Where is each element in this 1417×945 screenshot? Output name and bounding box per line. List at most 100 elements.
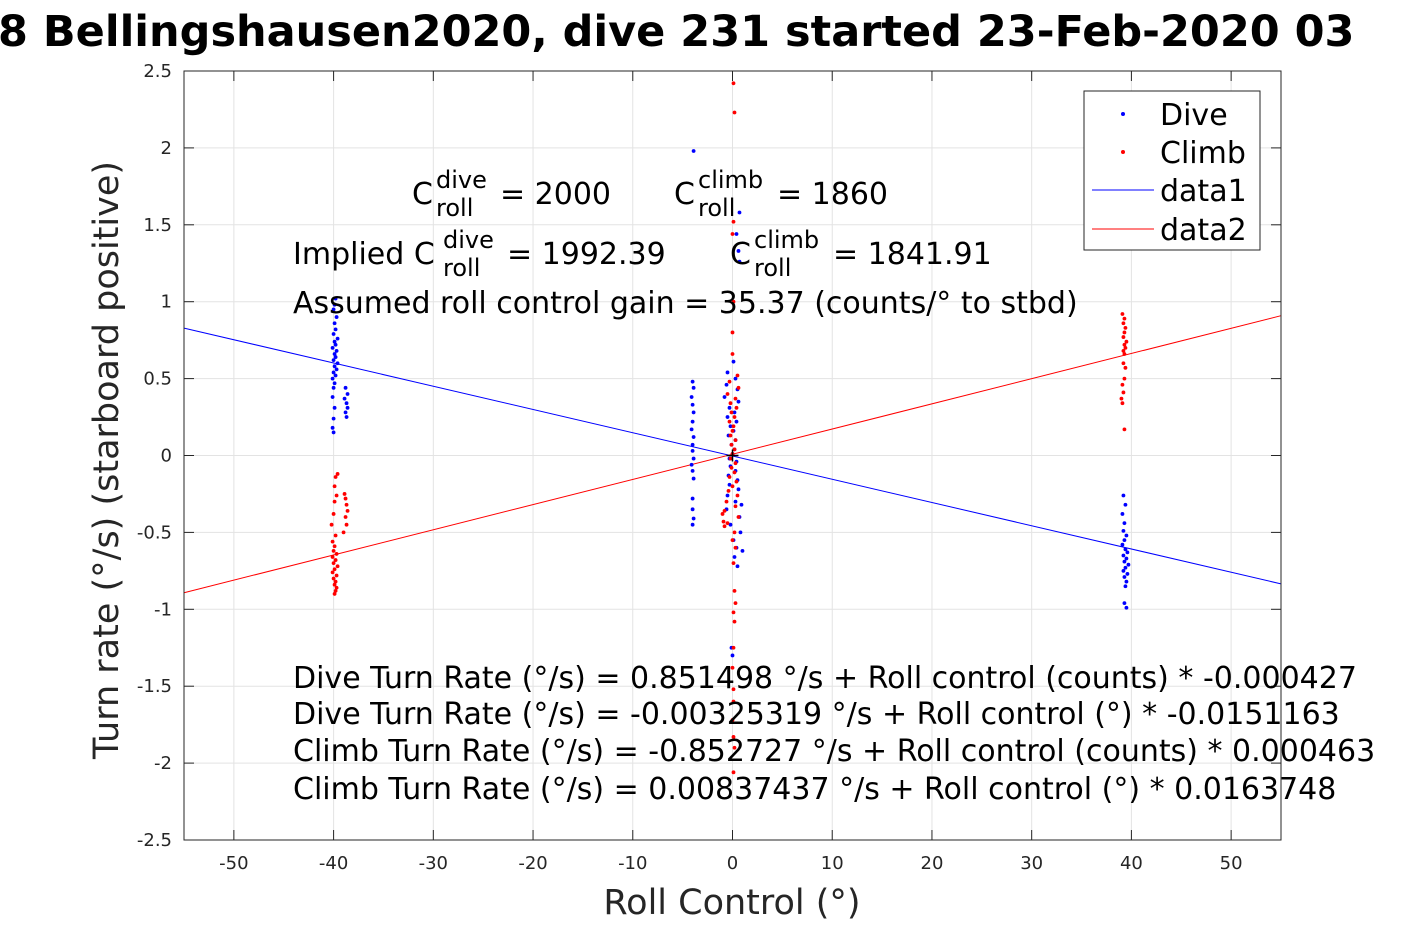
climb-point	[733, 461, 738, 466]
climb-point	[728, 433, 733, 438]
dive-point	[690, 402, 695, 407]
climb-point	[332, 499, 337, 504]
climb-point	[730, 232, 735, 236]
dive-point	[728, 424, 733, 429]
dive-point	[333, 342, 338, 347]
climb-point	[329, 522, 334, 527]
dive-point	[1124, 533, 1129, 538]
x-tick-label: 20	[921, 853, 944, 874]
dive-point	[345, 392, 350, 396]
climb-point	[721, 519, 726, 524]
dive-point	[331, 307, 336, 312]
dive-point	[722, 395, 727, 399]
legend-marker-climb	[1121, 150, 1125, 154]
climb-point	[335, 564, 340, 569]
y-tick-label: 2.5	[143, 61, 172, 82]
climb-point	[733, 601, 738, 606]
climb-point	[1124, 339, 1129, 344]
dive-point	[737, 259, 742, 264]
dive-point	[332, 364, 337, 369]
dive-point	[733, 499, 738, 504]
dive-point	[1122, 575, 1127, 579]
y-tick-label: -0.5	[137, 522, 172, 543]
dive-point	[734, 232, 739, 236]
climb-point	[724, 499, 729, 504]
dive-point	[334, 315, 339, 319]
climb-point	[332, 484, 337, 489]
climb-point	[732, 530, 737, 535]
y-axis-label: Turn rate (°/s) (starboard positive)	[87, 161, 127, 760]
dive-point	[689, 462, 694, 467]
dive-point	[736, 399, 741, 404]
climb-point	[334, 493, 339, 498]
legend-marker-dive	[1121, 112, 1125, 116]
x-tick-label: -10	[618, 853, 647, 874]
dive-point	[725, 493, 730, 498]
climb-point	[730, 538, 735, 542]
dive-point	[332, 381, 337, 386]
climb-point	[729, 410, 734, 415]
dive-point	[331, 332, 336, 336]
dive-point	[690, 442, 695, 447]
climb-point	[720, 512, 725, 516]
implied-dive-annotation: Implied C dive roll = 1992.39	[293, 226, 666, 282]
dive-point	[1123, 502, 1128, 507]
climb-point	[1121, 335, 1126, 339]
climb-point	[1123, 345, 1128, 350]
dive-point	[731, 359, 736, 364]
climb-point	[1121, 321, 1126, 326]
implied-climb-sub: roll	[754, 254, 791, 282]
y-tick-label: 0.5	[143, 369, 172, 390]
y-tick-label: 1	[161, 292, 172, 313]
climb-point	[1122, 352, 1127, 356]
y-tick-label: -1	[154, 599, 172, 620]
y-tick-label: 0	[161, 446, 172, 467]
climb-point	[1122, 316, 1127, 321]
climb-point	[734, 479, 739, 484]
x-tick-label: -40	[319, 853, 348, 874]
roll-gain-annotation: Assumed roll control gain = 35.37 (count…	[293, 286, 1078, 321]
dive-point	[1126, 562, 1131, 567]
dive-point	[690, 468, 695, 473]
dive-point	[1121, 493, 1126, 498]
dive-point	[333, 355, 338, 359]
dive-point	[331, 370, 336, 375]
dive-point	[331, 385, 336, 390]
dive-point	[690, 496, 695, 501]
dive-point	[330, 345, 335, 350]
c-roll-dive-base: C	[412, 177, 433, 212]
dive-point	[335, 336, 340, 341]
dive-point	[331, 416, 336, 421]
dive-point	[334, 349, 339, 353]
dive-point	[690, 522, 695, 527]
dive-point	[736, 487, 741, 492]
dive-point	[1123, 584, 1128, 589]
c-roll-climb-sub: roll	[698, 194, 735, 222]
dive-point	[1121, 553, 1126, 558]
dive-point	[690, 507, 695, 512]
dive-point	[728, 522, 733, 527]
dive-point	[1123, 547, 1128, 552]
climb-point	[333, 533, 338, 538]
dive-point	[1125, 550, 1130, 555]
climb-point	[1122, 342, 1127, 347]
dive-point	[689, 395, 694, 399]
climb-point	[331, 512, 336, 516]
climb-point	[334, 585, 339, 590]
dive-point	[331, 358, 336, 363]
dive-point	[333, 327, 338, 332]
climb-point	[731, 699, 736, 704]
dive-point	[736, 249, 741, 253]
climb-point	[730, 665, 735, 670]
climb-point	[343, 515, 348, 519]
climb-point	[733, 396, 738, 401]
dive-point	[732, 410, 737, 415]
climb-point	[732, 588, 737, 593]
dive-point	[691, 149, 696, 153]
dive-point	[724, 382, 729, 387]
climb-point	[727, 475, 732, 479]
dive-point	[727, 482, 732, 487]
climb-point	[1123, 365, 1128, 370]
climb-point	[730, 352, 735, 356]
c-roll-climb-sup: climb	[698, 166, 763, 194]
